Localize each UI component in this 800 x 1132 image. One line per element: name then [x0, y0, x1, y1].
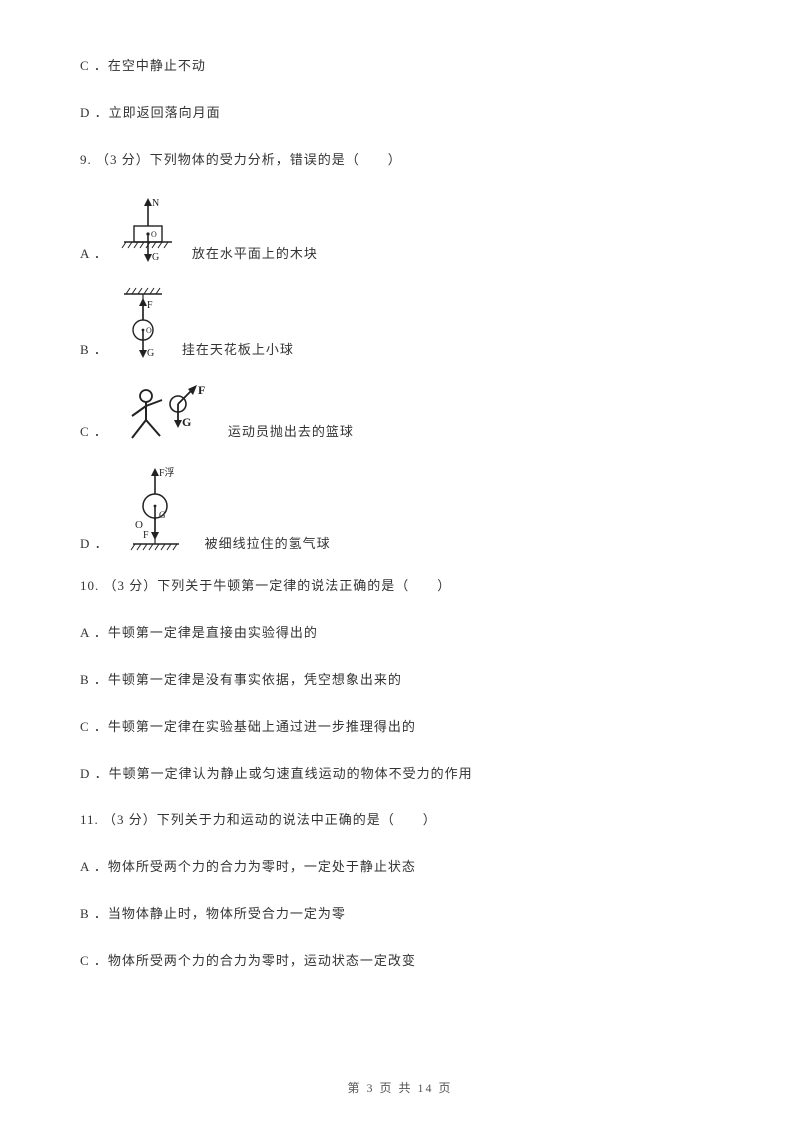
q10-stem: 10. （3 分）下列关于牛顿第一定律的说法正确的是（ ） [80, 576, 720, 597]
diagram-thrown-basketball: F G [118, 382, 214, 444]
q11-stem: 11. （3 分）下列关于力和运动的说法中正确的是（ ） [80, 810, 720, 831]
svg-text:F: F [198, 383, 205, 397]
svg-text:G: G [159, 510, 166, 520]
svg-text:O: O [146, 326, 152, 335]
q11-opt-b: B ．当物体静止时，物体所受合力一定为零 [80, 904, 720, 925]
q8-opt-d: D ．立即返回落向月面 [80, 103, 720, 124]
q10-opt-d: D ．牛顿第一定律认为静止或匀速直线运动的物体不受力的作用 [80, 764, 720, 785]
svg-text:O: O [135, 519, 143, 531]
q9-a-prefix: A ． [80, 243, 108, 266]
q9-b-suffix: 挂在天花板上小球 [182, 339, 294, 362]
q11-opt-a: A ．物体所受两个力的合力为零时，一定处于静止状态 [80, 857, 720, 878]
svg-text:O: O [151, 230, 157, 239]
svg-text:F: F [147, 300, 153, 311]
q9-a-suffix: 放在水平面上的木块 [192, 243, 318, 266]
q8-opt-c: C ．在空中静止不动 [80, 56, 720, 77]
diagram-hydrogen-balloon: F浮 F G O [119, 464, 191, 556]
q10-opt-b: B ．牛顿第一定律是没有事实依据，凭空想象出来的 [80, 670, 720, 691]
q9-c-suffix: 运动员抛出去的篮球 [228, 421, 354, 444]
diagram-hanging-ball: O F G [118, 286, 168, 362]
page-footer: 第 3 页 共 14 页 [0, 1079, 800, 1096]
q9-c-prefix: C ． [80, 421, 108, 444]
svg-text:G: G [152, 252, 159, 263]
svg-text:F浮: F浮 [159, 467, 175, 479]
svg-text:G: G [147, 348, 154, 359]
q9-d-suffix: 被细线拉住的氢气球 [205, 533, 331, 556]
q9-opt-d: D ． [80, 464, 720, 556]
q9-d-prefix: D ． [80, 533, 109, 556]
q9-opt-b: B ． O [80, 286, 720, 362]
diagram-block-on-surface: N G O [118, 196, 178, 266]
q9-opt-a: A ． N [80, 196, 720, 266]
svg-text:G: G [182, 415, 191, 429]
q9-opt-c: C ． F G 运动员抛出去的篮球 [80, 382, 720, 444]
svg-text:N: N [152, 198, 159, 209]
q10-opt-c: C ．牛顿第一定律在实验基础上通过进一步推理得出的 [80, 717, 720, 738]
q10-opt-a: A ．牛顿第一定律是直接由实验得出的 [80, 623, 720, 644]
svg-text:F: F [143, 530, 149, 541]
q9-b-prefix: B ． [80, 339, 108, 362]
q9-stem: 9. （3 分）下列物体的受力分析，错误的是（ ） [80, 150, 720, 171]
q11-opt-c: C ．物体所受两个力的合力为零时，运动状态一定改变 [80, 951, 720, 972]
